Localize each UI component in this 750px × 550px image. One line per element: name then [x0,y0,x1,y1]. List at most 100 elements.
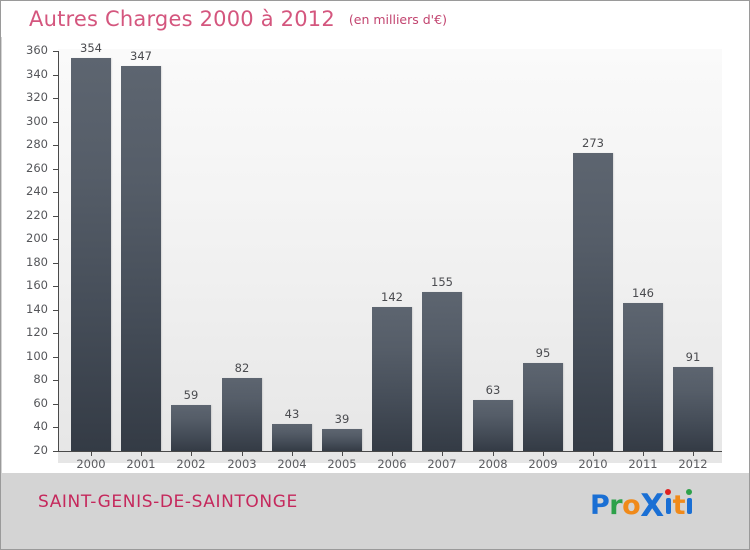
bar-value-label: 354 [80,41,102,55]
bar[interactable] [121,66,161,451]
y-axis-tick [53,239,59,240]
y-axis-tick [53,357,59,358]
y-axis-tick-label: 220 [26,208,48,222]
bar[interactable] [623,303,663,451]
x-axis-label: 2000 [76,457,106,471]
y-axis-tick [53,192,59,193]
x-axis-tick [141,452,142,456]
bar-value-label: 91 [685,350,701,364]
x-axis-label: 2009 [528,457,558,471]
y-axis-tick [53,451,59,452]
y-axis-tick [53,427,59,428]
bar-value-label: 82 [234,361,250,375]
x-axis-tick [191,452,192,456]
y-axis-tick-label: 320 [26,90,48,104]
bar-value-label: 95 [535,346,551,360]
x-axis-tick [292,452,293,456]
bar-value-label: 142 [381,290,403,304]
x-axis-tick [342,452,343,456]
y-axis-tick [53,145,59,146]
logo-letter-o: o [622,490,641,521]
y-axis-tick-label: 140 [26,302,48,316]
x-axis-label: 2011 [628,457,658,471]
y-axis-tick-label: 60 [33,396,48,410]
x-axis-tick [242,452,243,456]
x-axis-line [58,451,722,452]
x-axis-label: 2001 [126,457,156,471]
y-axis-line [58,51,59,451]
x-axis-label: 2006 [377,457,407,471]
y-axis-tick [53,380,59,381]
y-axis-tick [53,98,59,99]
logo-letter-i-1 [664,487,673,514]
bar-value-label: 63 [485,383,501,397]
y-axis-tick [53,286,59,287]
bar[interactable] [473,400,513,451]
logo-letter-x: X [640,488,664,524]
y-axis-tick [53,122,59,123]
bar[interactable] [573,153,613,451]
logo-letter-t: t [672,490,686,521]
x-axis-label: 2003 [227,457,257,471]
y-axis-tick-label: 200 [26,231,48,245]
x-axis-tick [442,452,443,456]
x-axis-label: 2005 [327,457,357,471]
bar-value-label: 146 [632,286,654,300]
x-axis-tick [392,452,393,456]
x-axis-tick [493,452,494,456]
y-axis-tick [53,169,59,170]
y-axis-tick-label: 160 [26,278,48,292]
y-axis-tick [53,404,59,405]
bar-value-label: 59 [183,388,199,402]
y-axis-tick-label: 240 [26,184,48,198]
y-axis-tick [53,333,59,334]
logo-letter-r: r [609,490,623,521]
x-axis-tick [593,452,594,456]
y-axis-tick-label: 360 [26,43,48,57]
y-axis-tick [53,263,59,264]
chart-footer: SAINT-GENIS-DE-SAINTONGE ProX t [2,473,749,549]
y-axis-tick-label: 300 [26,114,48,128]
y-axis-tick-label: 100 [26,349,48,363]
y-axis-tick-label: 40 [33,419,48,433]
logo-letter-i-2 [685,487,694,514]
bar-value-label: 39 [334,412,350,426]
bar-value-label: 347 [130,49,152,63]
chart-subtitle: (en milliers d'€) [348,11,447,27]
chart-header: Autres Charges 2000 à 2012 (en milliers … [1,1,749,37]
y-axis-tick [53,310,59,311]
bar[interactable] [523,363,563,451]
y-axis-tick-label: 20 [33,443,48,457]
y-axis-tick-label: 280 [26,137,48,151]
page-title: Autres Charges 2000 à 2012 [29,7,335,31]
y-axis-tick [53,51,59,52]
y-axis-tick-label: 80 [33,372,48,386]
bar[interactable] [372,307,412,451]
bar[interactable] [322,429,362,451]
x-axis-tick [543,452,544,456]
x-axis-label: 2004 [277,457,307,471]
bar[interactable] [673,367,713,451]
bar[interactable] [71,58,111,451]
x-axis-label: 2008 [478,457,508,471]
bar-value-label: 43 [284,407,300,421]
x-axis-label: 2002 [176,457,206,471]
bar[interactable] [272,424,312,451]
plot-wrapper: 360 340 320 300 280 260 240 220 200 1 80 160 140 120 1… [2,37,749,473]
y-axis-tick-label: 340 [26,67,48,81]
logo-letter-p: P [590,490,610,521]
commune-name: SAINT-GENIS-DE-SAINTONGE [38,492,298,512]
bar[interactable] [422,292,462,451]
y-axis-tick [53,216,59,217]
x-axis-tick [643,452,644,456]
proxiti-logo[interactable]: ProX t [590,487,694,524]
x-axis-label: 2012 [678,457,708,471]
y-axis-tick-label: 260 [26,161,48,175]
bar[interactable] [171,405,211,451]
y-axis-tick-label: 120 [26,325,48,339]
bar[interactable] [222,378,262,451]
y-axis-tick [53,75,59,76]
bar-value-label: 155 [431,275,453,289]
x-axis-label: 2007 [427,457,457,471]
